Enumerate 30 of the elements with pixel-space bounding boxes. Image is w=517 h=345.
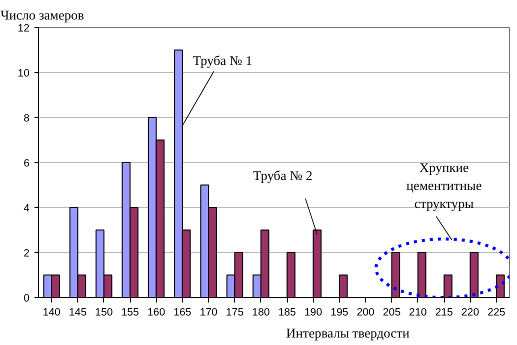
x-tick-label: 165 xyxy=(174,306,192,318)
series-label: Труба № 1 xyxy=(192,53,252,68)
x-tick-label: 205 xyxy=(382,306,401,318)
x-tick-label: 225 xyxy=(488,306,506,318)
x-tick-label: 145 xyxy=(68,306,87,318)
x-tick-label: 185 xyxy=(278,306,296,318)
x-tick-label: 140 xyxy=(42,306,61,318)
x-tick-label: 220 xyxy=(461,306,480,318)
x-tick-label: 170 xyxy=(200,306,218,318)
text: Труба № 2 xyxy=(253,168,312,183)
y-tick-label: 2 xyxy=(24,248,30,260)
x-tick-label: 155 xyxy=(121,306,140,318)
y-tick-label: 6 xyxy=(24,158,30,170)
x-tick-label: 210 xyxy=(409,306,427,318)
x-axis-title: Интервалы твердости xyxy=(286,326,410,340)
y-tick-label: 0 xyxy=(24,292,30,304)
annotation: Хрупкие цементитные структуры xyxy=(406,160,482,211)
x-tick-label: 175 xyxy=(226,306,244,318)
x-tick-label: 195 xyxy=(330,306,348,318)
y-tick-label: 10 xyxy=(18,68,30,80)
y-tick-label: 4 xyxy=(24,202,30,214)
y-tick-label: 8 xyxy=(24,112,30,124)
x-tick-label: 190 xyxy=(304,306,322,318)
x-tick-label: 160 xyxy=(147,306,166,318)
y-tick-label: 12 xyxy=(18,22,30,34)
x-tick-label: 150 xyxy=(95,306,113,318)
x-tick-label: 180 xyxy=(252,306,270,318)
y-axis-title: Число замеров xyxy=(0,8,84,22)
x-tick-label: 200 xyxy=(356,306,375,318)
x-tick-label: 215 xyxy=(435,306,454,318)
